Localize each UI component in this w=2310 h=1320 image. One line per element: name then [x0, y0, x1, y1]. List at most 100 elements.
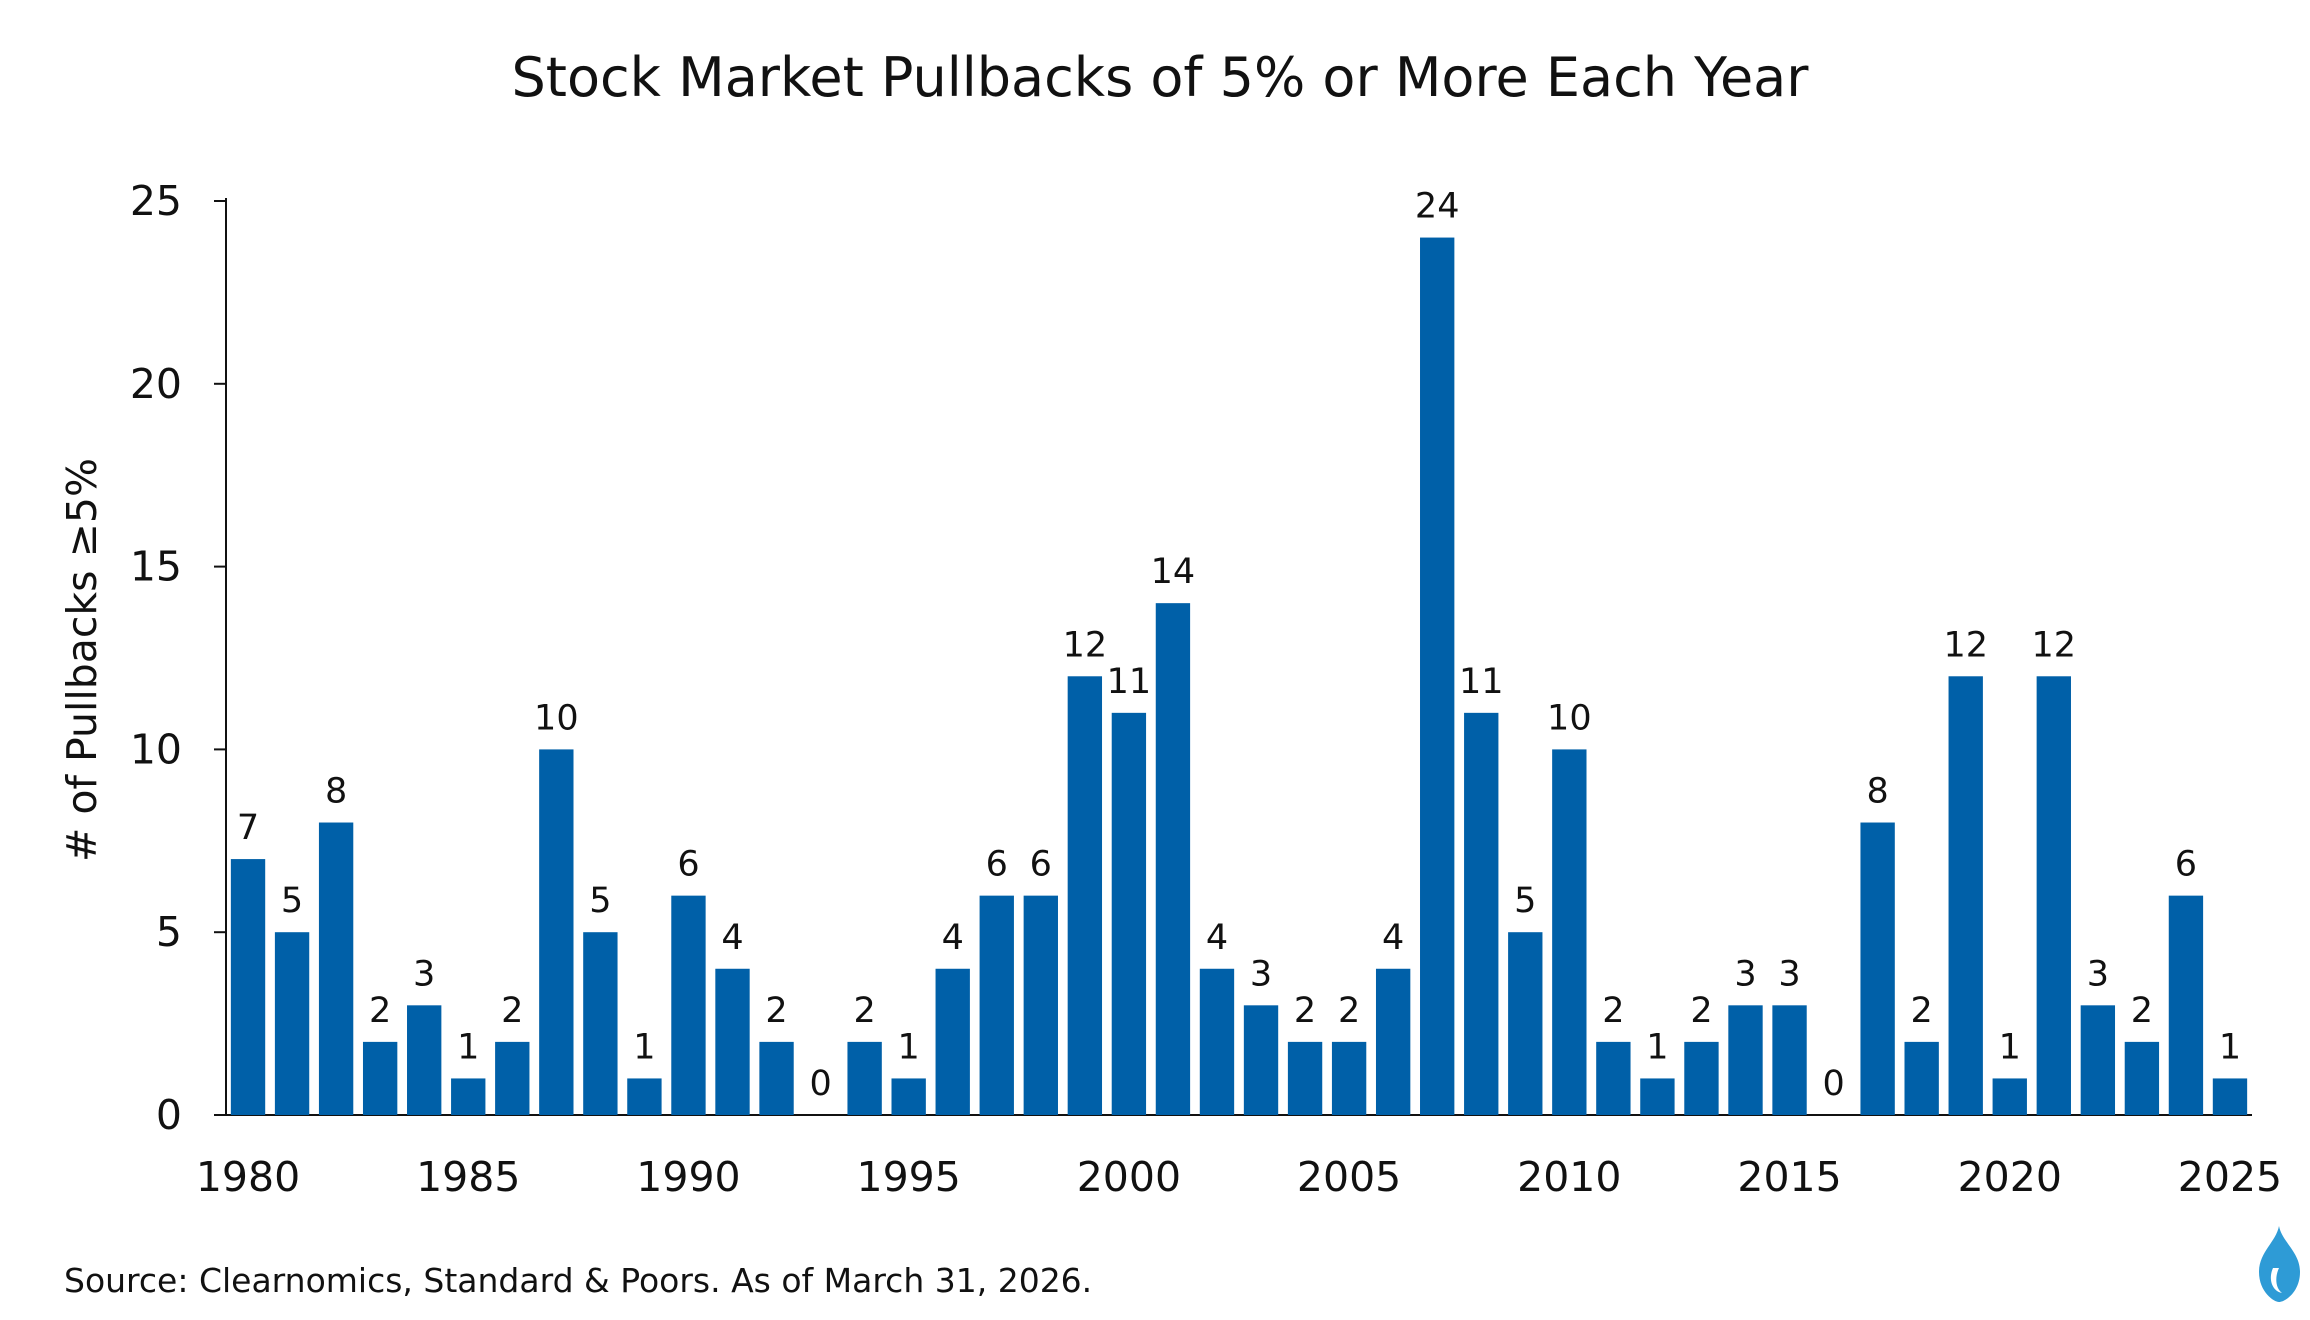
bar-value-label-1986: 2 [501, 991, 523, 1031]
bar-value-label-2013: 2 [1690, 991, 1712, 1031]
bar-1996 [935, 968, 970, 1115]
bar-value-label-2018: 2 [1911, 991, 1933, 1031]
bar-1991 [715, 968, 750, 1115]
x-tick-label: 2025 [2178, 1153, 2282, 1201]
bar-2005 [1331, 1041, 1367, 1115]
bar-2004 [1287, 1041, 1323, 1115]
x-tick-label: 2000 [1077, 1153, 1181, 1201]
bar-value-label-1994: 2 [853, 991, 875, 1031]
bar-2002 [1199, 968, 1235, 1115]
bar-1997 [979, 895, 1014, 1115]
bar-value-label-2016: 0 [1822, 1064, 1844, 1104]
bar-2020 [1992, 1078, 2027, 1115]
bar-value-label-1987: 10 [534, 698, 579, 738]
bar-value-label-2017: 8 [1866, 772, 1888, 812]
x-tick-label: 2020 [1958, 1153, 2062, 1201]
bar-value-label-1997: 6 [986, 845, 1008, 885]
bar-2015 [1772, 1005, 1807, 1115]
y-axis-title: # of Pullbacks ≥5% [58, 458, 106, 862]
bar-value-label-2004: 2 [1294, 991, 1316, 1031]
bar-value-label-2012: 1 [1646, 1027, 1668, 1067]
bar-value-label-1990: 6 [677, 845, 699, 885]
y-tick-label: 15 [130, 543, 182, 591]
bar-value-label-2025: 1 [2219, 1027, 2241, 1067]
bar-1983 [362, 1041, 398, 1115]
bar-1990 [671, 895, 706, 1115]
bar-value-label-2014: 3 [1734, 954, 1756, 994]
bar-value-label-1989: 1 [633, 1027, 655, 1067]
bar-value-label-2005: 2 [1338, 991, 1360, 1031]
bar-value-label-2000: 11 [1107, 662, 1152, 702]
bar-1988 [583, 932, 618, 1115]
y-tick-label: 20 [130, 360, 182, 408]
x-tick-label: 1995 [857, 1153, 961, 1201]
bar-value-label-1983: 2 [369, 991, 391, 1031]
bar-1984 [407, 1005, 442, 1115]
bar-2007 [1420, 237, 1455, 1115]
bar-value-label-1988: 5 [589, 881, 611, 921]
chart-title: Stock Market Pullbacks of 5% or More Eac… [512, 46, 1810, 109]
y-tick-label: 0 [156, 1091, 182, 1139]
bar-value-label-2007: 24 [1415, 187, 1460, 227]
bar-2011 [1596, 1041, 1631, 1115]
bar-2013 [1684, 1041, 1719, 1115]
bar-value-label-1980: 7 [237, 808, 259, 848]
bar-2021 [2036, 676, 2071, 1115]
bar-1999 [1067, 676, 1103, 1115]
bar-2018 [1904, 1041, 1939, 1115]
bar-value-label-2019: 12 [1943, 625, 1988, 665]
flame-highlight-icon [2270, 1268, 2282, 1293]
bar-value-label-2002: 4 [1206, 918, 1228, 958]
bar-value-label-2022: 3 [2087, 954, 2109, 994]
bar-2017 [1860, 822, 1895, 1115]
bar-value-label-2011: 2 [1602, 991, 1624, 1031]
x-tick-label: 1990 [636, 1153, 740, 1201]
x-tick-label: 2010 [1517, 1153, 1621, 1201]
bar-2014 [1728, 1005, 1763, 1115]
x-tick-label: 2015 [1737, 1153, 1841, 1201]
bar-2010 [1552, 749, 1587, 1115]
bar-value-label-1985: 1 [457, 1027, 479, 1067]
bar-value-label-1999: 12 [1063, 625, 1108, 665]
bar-value-label-2023: 2 [2131, 991, 2153, 1031]
source-note: Source: Clearnomics, Standard & Poors. A… [64, 1261, 1092, 1300]
flame-logo [2259, 1226, 2300, 1302]
bar-value-label-2010: 10 [1547, 698, 1592, 738]
bar-value-label-2015: 3 [1778, 954, 1800, 994]
bar-value-label-2009: 5 [1514, 881, 1536, 921]
bar-value-label-2024: 6 [2175, 845, 2197, 885]
bar-1981 [274, 932, 310, 1115]
x-tick-label: 2005 [1297, 1153, 1401, 1201]
x-tick-label: 1985 [416, 1153, 520, 1201]
bar-1989 [627, 1078, 662, 1115]
bar-1987 [539, 749, 574, 1115]
bar-2008 [1464, 712, 1499, 1115]
bar-1992 [759, 1041, 794, 1115]
bar-value-label-2021: 12 [2032, 625, 2077, 665]
bar-1982 [318, 822, 354, 1115]
bar-value-label-1984: 3 [413, 954, 435, 994]
bar-2022 [2080, 1005, 2116, 1115]
bar-2012 [1640, 1078, 1675, 1115]
bar-1980 [230, 859, 266, 1115]
x-axis: 1980 1985 1990 1995 2000 2005 2010 2015 2020 2025 [196, 1114, 2282, 1201]
x-tick-label: 1980 [196, 1153, 300, 1201]
bar-value-label-1982: 8 [325, 772, 347, 812]
bar-2024 [2168, 895, 2204, 1115]
bar-2003 [1243, 1005, 1279, 1115]
bar-1998 [1023, 895, 1058, 1115]
bar-value-label-2020: 1 [1999, 1027, 2021, 1067]
bar-2019 [1948, 676, 1983, 1115]
bar-2006 [1375, 968, 1411, 1115]
y-axis: 0 5 10 15 20 25 [130, 177, 227, 1139]
bar-value-label-1995: 1 [898, 1027, 920, 1067]
bar-2001 [1155, 603, 1191, 1115]
bar-value-label-1998: 6 [1030, 845, 1052, 885]
y-tick-label: 25 [130, 177, 182, 225]
bar-1986 [495, 1041, 530, 1115]
flame-icon [2259, 1226, 2300, 1302]
bar-value-label-2003: 3 [1250, 954, 1272, 994]
bar-1994 [847, 1041, 882, 1115]
